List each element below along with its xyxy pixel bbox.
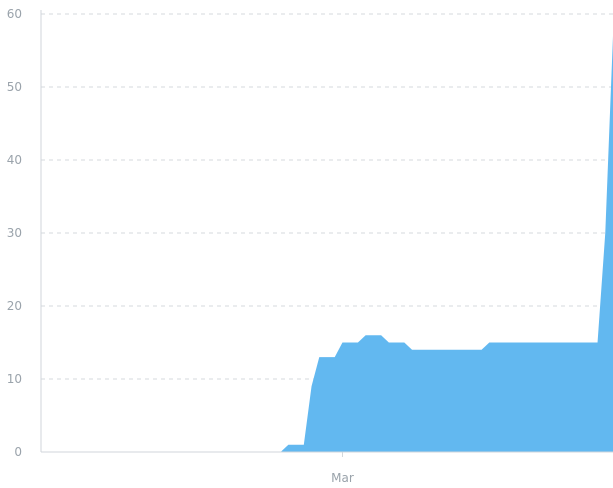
y-tick-label-20: 20 bbox=[7, 299, 22, 313]
series-area-path-0 bbox=[41, 35, 613, 453]
axes bbox=[40, 10, 613, 457]
y-tick-label-40: 40 bbox=[7, 153, 22, 167]
y-tick-label-0: 0 bbox=[14, 445, 22, 459]
x-axis-tick-labels: Mar bbox=[331, 471, 354, 485]
grid-lines bbox=[41, 13, 613, 380]
x-tick-label-mar: Mar bbox=[331, 471, 354, 485]
y-tick-label-60: 60 bbox=[7, 7, 22, 21]
y-axis-tick-labels: 0 10 20 30 40 50 60 bbox=[7, 7, 22, 459]
series-area bbox=[41, 35, 613, 453]
y-tick-label-10: 10 bbox=[7, 372, 22, 386]
y-tick-label-50: 50 bbox=[7, 80, 22, 94]
y-tick-label-30: 30 bbox=[7, 226, 22, 240]
